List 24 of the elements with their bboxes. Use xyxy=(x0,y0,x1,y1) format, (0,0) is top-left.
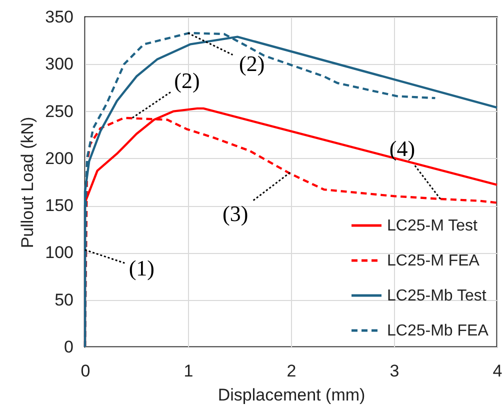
y-tick-label: 250 xyxy=(45,102,74,121)
x-tick-label: 1 xyxy=(184,362,194,380)
x-axis-title: Displacement (mm) xyxy=(218,386,366,404)
annotation: (2) xyxy=(239,51,265,76)
y-tick-label: 300 xyxy=(45,54,74,74)
y-tick-label: 100 xyxy=(45,243,74,262)
y-tick-label: 150 xyxy=(45,196,74,216)
legend-label: LC25-M Test xyxy=(387,218,478,234)
y-tick-label: 200 xyxy=(45,148,74,168)
annotation: (1) xyxy=(128,256,154,281)
y-tick-label: 350 xyxy=(45,8,74,26)
y-tick-label: 0 xyxy=(64,338,74,356)
annotation: (4) xyxy=(389,136,416,161)
legend-label: LC25-Mb FEA xyxy=(387,322,489,340)
x-tick-label: 3 xyxy=(390,362,400,380)
annotation: (2) xyxy=(174,68,200,94)
legend-label: LC25-Mb Test xyxy=(387,288,487,304)
y-axis-title: Pullout Load (kN) xyxy=(18,116,38,248)
y-tick-label: 50 xyxy=(54,290,74,310)
x-tick-label: 0 xyxy=(80,362,90,380)
x-tick-label: 2 xyxy=(286,362,296,380)
annotation: (3) xyxy=(222,201,248,226)
legend-label: LC25-M FEA xyxy=(387,252,480,270)
x-tick-label: 4 xyxy=(492,362,502,380)
